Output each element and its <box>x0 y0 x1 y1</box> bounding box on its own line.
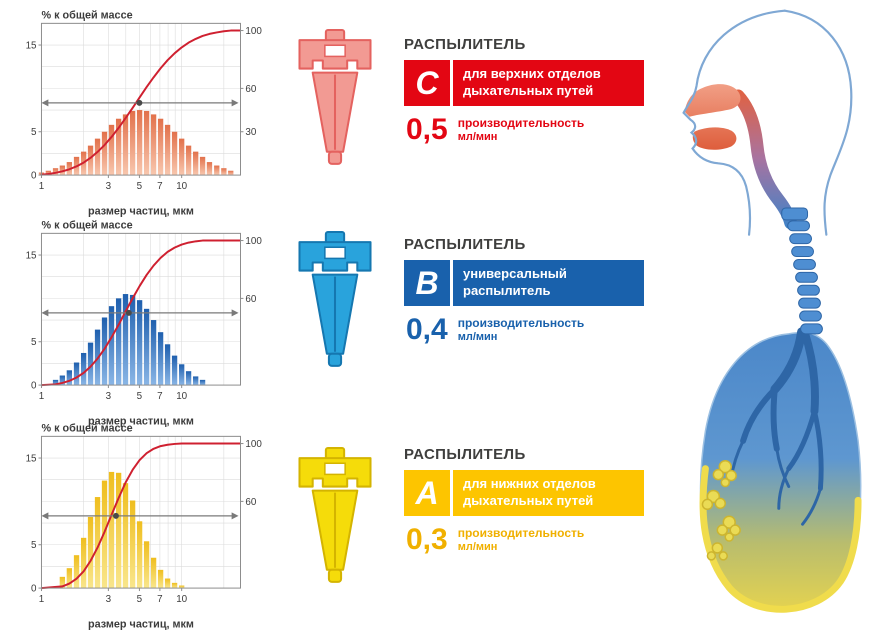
svg-text:размер частиц, мкм: размер частиц, мкм <box>88 619 194 631</box>
flow-rate-value: 0,5 <box>406 113 448 146</box>
svg-text:100: 100 <box>245 236 262 247</box>
svg-text:5: 5 <box>137 391 143 402</box>
svg-text:1: 1 <box>39 181 44 192</box>
banner-line-1: для верхних отделов <box>463 66 601 82</box>
spray-label: РАСПЫЛИТЕЛЬ <box>404 36 526 53</box>
svg-text:7: 7 <box>157 594 162 605</box>
nebulizer-icon-c <box>283 28 387 170</box>
svg-text:100: 100 <box>245 26 262 37</box>
nasal-cavity <box>684 84 741 117</box>
flow-rate-caption: производительность <box>457 116 585 131</box>
svg-text:размер частиц, мкм: размер частиц, мкм <box>88 416 194 428</box>
banner-line-1: для нижних отделов <box>463 476 596 492</box>
svg-text:3: 3 <box>106 594 112 605</box>
svg-text:3: 3 <box>106 391 112 402</box>
application-banner: для верхних отделов дыхательных путей <box>453 60 644 106</box>
flow-rate-unit: мл/мин <box>457 540 498 553</box>
alveoli-clusters <box>701 459 741 561</box>
respiratory-svg <box>682 9 862 613</box>
svg-text:3: 3 <box>106 181 112 192</box>
flow-rate-unit: мл/мин <box>457 130 498 143</box>
pharynx-channel <box>731 89 798 230</box>
svg-text:15: 15 <box>26 453 37 464</box>
spray-block-c: РАСПЫЛИТЕЛЬ C для верхних отделов дыхате… <box>404 36 644 145</box>
flow-rate-caption: производительность <box>457 526 585 541</box>
flow-rate-captions: производительность мл/мин <box>458 116 585 144</box>
svg-text:размер частиц, мкм: размер частиц, мкм <box>88 206 194 218</box>
flow-rate-value: 0,3 <box>406 523 448 556</box>
svg-text:15: 15 <box>26 40 37 51</box>
banner-line-2: распылитель <box>463 283 551 298</box>
spray-label: РАСПЫЛИТЕЛЬ <box>404 446 526 463</box>
nebulizer-type-letter: B <box>404 260 450 306</box>
svg-text:1: 1 <box>39 594 44 605</box>
application-banner: универсальный распылитель <box>453 260 644 306</box>
svg-text:% к общей массе: % к общей массе <box>41 9 132 21</box>
lung-yellow-rim <box>699 465 862 613</box>
svg-text:30: 30 <box>245 127 256 138</box>
nebulizer-icon-b <box>283 230 387 372</box>
svg-text:0: 0 <box>31 584 37 595</box>
banner-row: B универсальный распылитель <box>404 260 644 306</box>
flow-rate-row: 0,4 производительность мл/мин <box>404 315 644 345</box>
banner-line-2: дыхательных путей <box>463 493 594 508</box>
svg-text:7: 7 <box>157 391 162 402</box>
svg-text:5: 5 <box>31 127 37 138</box>
flow-rate-row: 0,3 производительность мл/мин <box>404 525 644 555</box>
application-banner: для нижних отделов дыхательных путей <box>453 470 644 516</box>
svg-text:0: 0 <box>31 171 37 182</box>
spray-block-b: РАСПЫЛИТЕЛЬ B универсальный распылитель … <box>404 236 644 345</box>
particle-chart-spray-c: 0 5 15 30 60 100 1 3 5 7 10 % к общей массе размер ч… <box>6 8 274 220</box>
svg-text:10: 10 <box>176 391 187 402</box>
svg-text:% к общей массе: % к общей массе <box>41 219 132 231</box>
flow-rate-value: 0,4 <box>406 313 448 346</box>
svg-text:5: 5 <box>137 594 143 605</box>
svg-text:5: 5 <box>31 540 37 551</box>
svg-text:0: 0 <box>31 381 37 392</box>
respiratory-system-illustration <box>640 2 868 630</box>
svg-text:5: 5 <box>137 181 143 192</box>
flow-rate-row: 0,5 производительность мл/мин <box>404 115 644 145</box>
svg-text:15: 15 <box>26 250 37 261</box>
banner-line-2: дыхательных путей <box>463 83 594 98</box>
flow-rate-captions: производительность мл/мин <box>458 526 585 554</box>
svg-text:60: 60 <box>245 84 256 95</box>
nebulizer-type-letter: C <box>404 60 450 106</box>
nebulizer-type-letter: A <box>404 470 450 516</box>
trachea <box>781 207 823 335</box>
nebulizer-icon-a <box>283 446 387 588</box>
particle-chart-spray-a: 0 5 15 60 100 1 3 5 7 10 % к общей массе размер час… <box>6 421 274 633</box>
particle-chart-spray-b: 0 5 15 60 100 1 3 5 7 10 % к общей массе размер час… <box>6 218 274 430</box>
svg-text:5: 5 <box>31 337 37 348</box>
head-outline <box>682 9 853 236</box>
spray-label: РАСПЫЛИТЕЛЬ <box>404 236 526 253</box>
banner-row: A для нижних отделов дыхательных путей <box>404 470 644 516</box>
svg-text:1: 1 <box>39 391 44 402</box>
svg-text:10: 10 <box>176 594 187 605</box>
flow-rate-unit: мл/мин <box>457 330 498 343</box>
flow-rate-captions: производительность мл/мин <box>458 316 585 344</box>
svg-text:60: 60 <box>245 294 256 305</box>
flow-rate-caption: производительность <box>457 316 585 331</box>
banner-row: C для верхних отделов дыхательных путей <box>404 60 644 106</box>
banner-line-1: универсальный <box>463 266 567 282</box>
svg-text:100: 100 <box>245 439 262 450</box>
svg-text:10: 10 <box>176 181 187 192</box>
svg-text:60: 60 <box>245 497 256 508</box>
bronchial-tree <box>729 327 824 526</box>
oral-cavity <box>692 127 737 150</box>
svg-text:7: 7 <box>157 181 162 192</box>
svg-text:% к общей массе: % к общей массе <box>41 422 132 434</box>
spray-block-a: РАСПЫЛИТЕЛЬ A для нижних отделов дыхател… <box>404 446 644 555</box>
